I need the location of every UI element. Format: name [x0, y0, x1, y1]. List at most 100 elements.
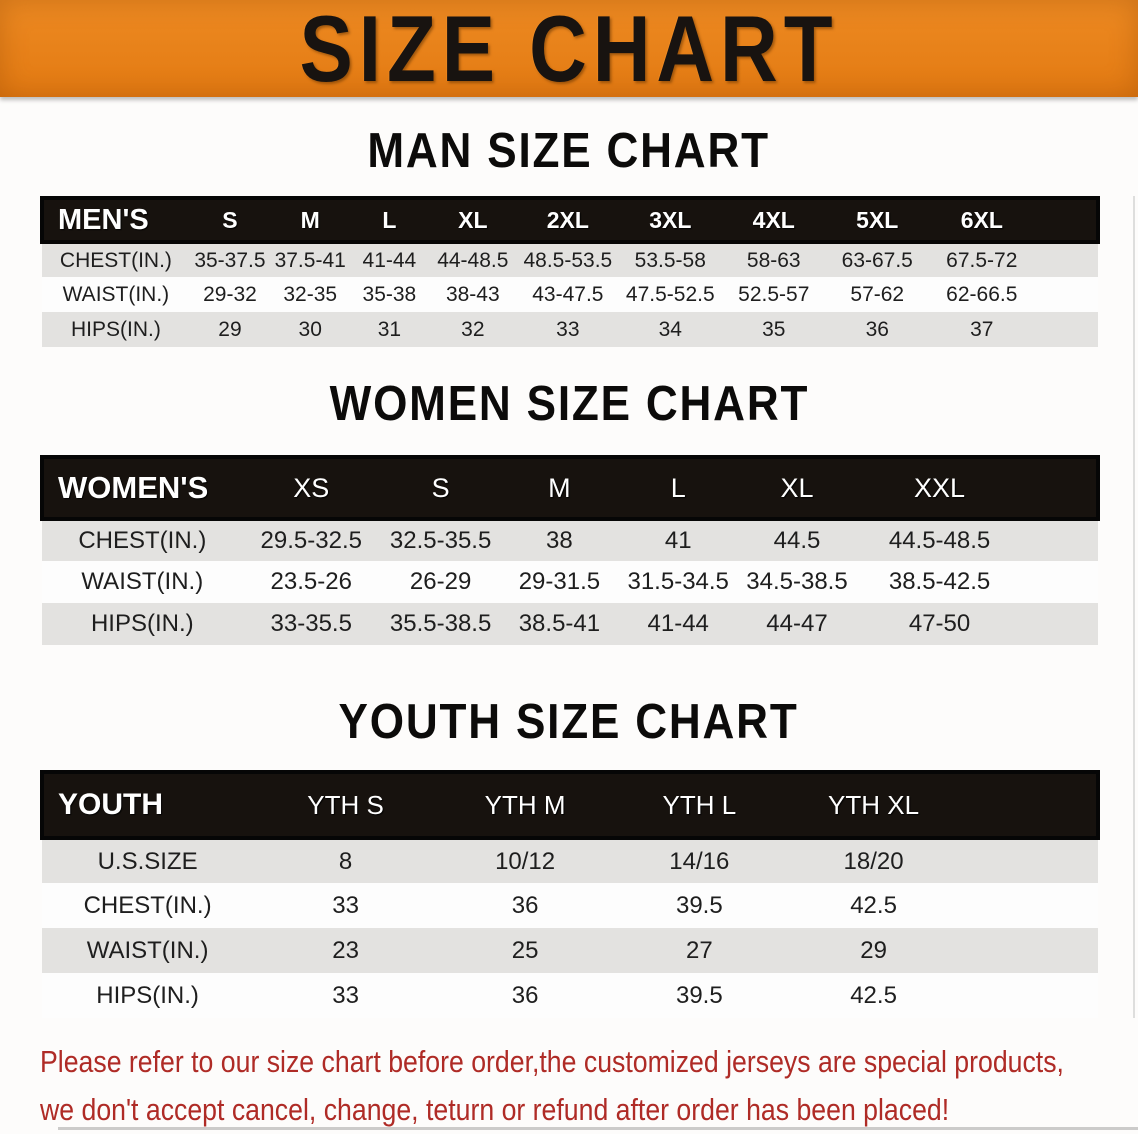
page-title: SIZE CHART: [299, 0, 839, 101]
table-corner-label: MEN'S: [40, 196, 190, 244]
spacer-cell: [1035, 277, 1098, 312]
size-value-cell: 57-62: [850, 282, 905, 306]
size-column-header: S: [379, 455, 502, 521]
size-column-header: XXL: [855, 455, 1025, 521]
size-value-cell: 35.5-38.5: [389, 610, 492, 637]
size-value-cell: 37.5-41: [274, 248, 346, 272]
table-body: CHEST(IN.) 35-37.5 37.5-41 41-44 44-48.5 48.5…: [42, 242, 1098, 347]
size-column-header: 2XL: [517, 196, 619, 244]
size-value-cell: 44-48.5: [437, 248, 509, 272]
measure-row-label: WAIST(IN.): [62, 282, 170, 306]
disclaimer-line-2: we don't accept cancel, change, teturn o…: [40, 1092, 950, 1127]
size-column-header: XS: [242, 455, 380, 521]
size-value-cell: 44.5-48.5: [888, 527, 991, 554]
size-value-cell: 41-44: [647, 610, 709, 637]
table-row: HIPS(IN.) 33 36 39.5 42.5: [42, 973, 1098, 1018]
spacer-cell: [1024, 455, 1100, 521]
size-value-cell: 34: [658, 317, 682, 341]
size-value-cell: 33: [556, 317, 580, 341]
size-value-cell: 27: [685, 936, 713, 964]
size-value-cell: 29: [218, 317, 242, 341]
size-value-cell: 32.5-35.5: [389, 527, 492, 554]
size-value-cell: 36: [511, 981, 539, 1009]
size-value-cell: 8: [338, 847, 353, 875]
table-row: CHEST(IN.) 35-37.5 37.5-41 41-44 44-48.5 48.5…: [42, 242, 1098, 277]
size-value-cell: 47.5-52.5: [625, 282, 715, 306]
table-row: HIPS(IN.) 33-35.5 35.5-38.5 38.5-41 41-44 44-…: [42, 603, 1098, 645]
size-column-header: M: [501, 455, 618, 521]
size-value-cell: 33: [332, 891, 359, 919]
size-column-header: YTH M: [437, 770, 613, 840]
size-value-cell: 41: [664, 527, 692, 554]
section-heading-women-text: WOMEN SIZE CHART: [329, 377, 809, 431]
size-value-cell: 18/20: [843, 847, 904, 875]
spacer-cell: [961, 973, 1098, 1018]
size-value-cell: 38.5-42.5: [888, 568, 991, 595]
section-heading-youth-text: YOUTH SIZE CHART: [338, 695, 800, 749]
men-size-table-wrap: MEN'S S M L XL 2XL 3XL 4XL 5XL 6XL CHEST(IN.) 35-37…: [40, 196, 1101, 347]
spacer-cell: [960, 770, 1101, 840]
measure-row-label: WAIST(IN.): [86, 936, 209, 964]
size-value-cell: 29.5-32.5: [260, 527, 362, 554]
spacer-cell: [961, 883, 1098, 928]
disclaimer: Please refer to our size chart before or…: [40, 1038, 1064, 1134]
size-column-header: L: [350, 196, 429, 244]
size-column-header: 3XL: [618, 196, 723, 244]
table-row: CHEST(IN.) 33 36 39.5 42.5: [42, 883, 1098, 928]
table-header-row: MEN'S S M L XL 2XL 3XL 4XL 5XL 6XL: [40, 196, 1101, 244]
youth-size-table: YOUTH YTH S YTH M YTH L YTH XL U.S.SIZE 8 10/12…: [39, 770, 1101, 1018]
scan-artifact-right: [1133, 196, 1135, 1018]
size-value-cell: 42.5: [850, 891, 897, 919]
size-value-cell: 37: [970, 317, 994, 341]
women-size-table-wrap: WOMEN'S XS S M L XL XXL CHEST(IN.) 29.5-32.5 32.5…: [40, 455, 1100, 645]
size-value-cell: 62-66.5: [946, 282, 1018, 306]
size-value-cell: 38.5-41: [518, 610, 601, 637]
measure-row-label: HIPS(IN.): [90, 610, 194, 637]
size-column-header: L: [617, 455, 739, 521]
size-value-cell: 36: [865, 317, 889, 341]
table-header: YOUTH YTH S YTH M YTH L YTH XL: [39, 770, 1101, 840]
size-column-header: 5XL: [825, 196, 929, 244]
disclaimer-line-1: Please refer to our size chart before or…: [40, 1044, 1064, 1079]
size-value-cell: 47-50: [908, 610, 971, 637]
size-value-cell: 33: [332, 981, 359, 1009]
size-column-header: S: [189, 196, 271, 244]
size-value-cell: 48.5-53.5: [523, 248, 613, 272]
size-value-cell: 35: [762, 317, 786, 341]
spacer-cell: [1024, 561, 1098, 603]
measure-row-label: CHEST(IN.): [83, 891, 212, 919]
size-value-cell: 32-35: [283, 282, 338, 306]
youth-size-table-wrap: YOUTH YTH S YTH M YTH L YTH XL U.S.SIZE 8 10/12…: [39, 770, 1101, 1018]
measure-row-label: HIPS(IN.): [70, 317, 161, 341]
size-value-cell: 39.5: [675, 981, 723, 1009]
size-column-header: YTH S: [253, 770, 438, 840]
size-value-cell: 44.5: [773, 527, 821, 554]
size-value-cell: 39.5: [675, 891, 723, 919]
table-header: WOMEN'S XS S M L XL XXL: [40, 455, 1100, 521]
size-value-cell: 23: [332, 936, 359, 964]
measure-row-label: WAIST(IN.): [81, 568, 204, 595]
section-heading-men: MAN SIZE CHART: [0, 127, 1138, 176]
table-row: CHEST(IN.) 29.5-32.5 32.5-35.5 38 41 44.5 44.5…: [42, 519, 1098, 561]
section-heading-women: WOMEN SIZE CHART: [0, 380, 1138, 429]
table-body: CHEST(IN.) 29.5-32.5 32.5-35.5 38 41 44.5 44.5…: [42, 519, 1098, 645]
size-value-cell: 63-67.5: [841, 248, 913, 272]
size-value-cell: 35-37.5: [194, 248, 266, 272]
size-value-cell: 14/16: [669, 847, 730, 875]
table-body: U.S.SIZE 8 10/12 14/16 18/20 CHEST(IN.) 33 36 39…: [42, 838, 1098, 1018]
section-heading-men-text: MAN SIZE CHART: [367, 124, 771, 178]
scan-artifact-bottom: [58, 1127, 1138, 1130]
size-value-cell: 53.5-58: [634, 248, 706, 272]
size-value-cell: 42.5: [850, 981, 897, 1009]
table-corner-label: WOMEN'S: [40, 455, 243, 521]
size-value-cell: 67.5-72: [946, 248, 1018, 272]
size-value-cell: 29-32: [203, 282, 257, 306]
table-row: HIPS(IN.) 29 30 31 32 33 34 35 36 37: [42, 312, 1098, 347]
size-value-cell: 36: [511, 891, 539, 919]
spacer-cell: [1024, 603, 1098, 645]
spacer-cell: [1024, 519, 1098, 561]
size-value-cell: 58-63: [746, 248, 801, 272]
size-value-cell: 33-35.5: [270, 610, 352, 637]
size-value-cell: 26-29: [409, 568, 472, 595]
size-value-cell: 44-47: [766, 610, 828, 637]
